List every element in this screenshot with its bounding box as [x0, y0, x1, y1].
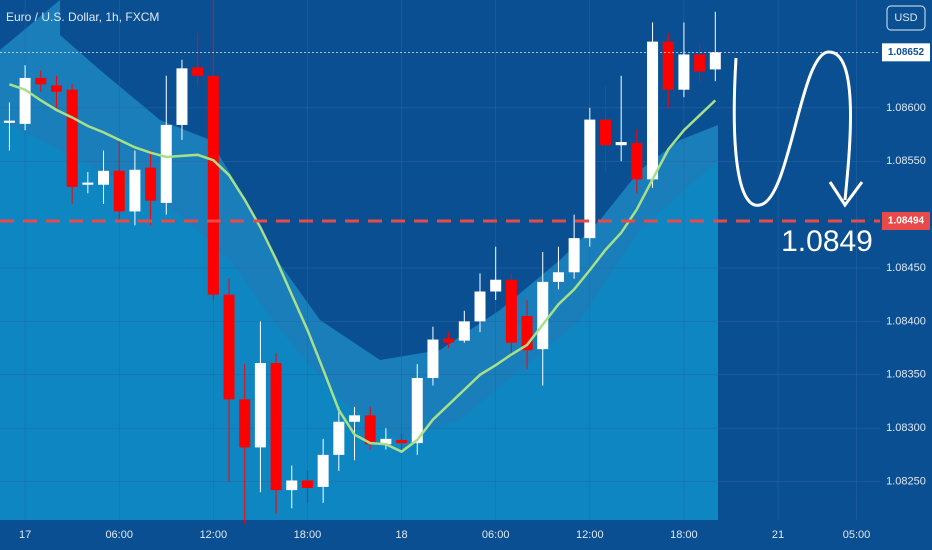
candle-body — [443, 338, 455, 343]
candle-body — [3, 120, 15, 123]
annotation: 1.0849 — [781, 225, 873, 258]
price-label: 1.08494 — [888, 216, 925, 227]
y-tick-label: 1.08550 — [886, 155, 926, 167]
candle-body — [286, 480, 298, 491]
price-axis — [880, 0, 932, 550]
candle-body — [239, 399, 251, 448]
x-tick-label: 18:00 — [294, 529, 322, 541]
candle-body — [552, 272, 564, 282]
candle-body — [631, 143, 643, 180]
candle-body — [396, 439, 408, 444]
candle-body — [662, 41, 674, 90]
x-tick-label: 06:00 — [482, 529, 510, 541]
candle-body — [129, 169, 141, 212]
candle-body — [599, 119, 611, 146]
y-tick-label: 1.08450 — [886, 262, 926, 274]
candle-body — [160, 124, 172, 203]
x-tick-label: 06:00 — [105, 529, 133, 541]
candle-body — [333, 421, 345, 455]
candle-body — [192, 67, 204, 76]
candle-body — [19, 77, 31, 124]
arrow-head — [828, 181, 864, 208]
x-tick-label: 12:00 — [200, 529, 228, 541]
chart-title: Euro / U.S. Dollar, 1h, FXCM — [6, 10, 159, 24]
candle-body — [709, 52, 721, 70]
candle-body — [223, 294, 235, 400]
currency-button[interactable] — [886, 5, 926, 31]
candle-body — [207, 75, 219, 295]
price-label-bg — [882, 43, 930, 62]
candle-body — [66, 89, 78, 187]
candle-body — [349, 415, 361, 422]
currency[interactable]: USD — [894, 12, 917, 24]
band-lower — [0, 120, 718, 520]
y-tick-label: 1.08300 — [886, 422, 926, 434]
y-tick-label: 1.08350 — [886, 369, 926, 381]
x-tick-label: 21 — [772, 529, 784, 541]
candle-body — [317, 454, 329, 487]
candle-body — [145, 167, 157, 201]
y-tick-label: 1.08600 — [886, 102, 926, 114]
candle-body — [270, 363, 282, 491]
forecast-arrow — [732, 50, 852, 207]
candle-body — [568, 238, 580, 273]
candle-body — [427, 339, 439, 378]
candle-body — [505, 279, 517, 343]
candle-body — [98, 170, 110, 185]
candle-body — [50, 85, 62, 92]
candle-body — [35, 77, 47, 85]
candle-body — [647, 41, 659, 180]
price-label-bg — [882, 212, 930, 231]
x-tick-label: 17 — [19, 529, 31, 541]
candle-body — [411, 377, 423, 444]
candle-body — [364, 415, 376, 445]
candle-body — [521, 316, 533, 351]
candle-body — [254, 363, 266, 448]
candle-body — [615, 142, 627, 146]
x-tick-label: 05:00 — [843, 529, 871, 541]
candle-body — [474, 291, 486, 322]
moving-average — [9, 83, 717, 454]
candle-body — [176, 68, 188, 125]
candle-body — [678, 54, 690, 90]
y-tick-label: 1.08250 — [886, 475, 926, 487]
candle-body — [82, 182, 94, 185]
candle-body — [490, 279, 502, 292]
candle-body — [113, 170, 125, 212]
x-tick-label: 18 — [395, 529, 407, 541]
x-tick-label: 12:00 — [576, 529, 604, 541]
candle-body — [380, 438, 392, 445]
candle-body — [301, 480, 313, 488]
candle-body — [584, 119, 596, 239]
y-tick-label: 1.08400 — [886, 315, 926, 327]
price-label: 1.08652 — [888, 47, 925, 58]
candle-body — [694, 54, 706, 72]
candle-body — [458, 321, 470, 341]
x-tick-label: 18:00 — [670, 529, 698, 541]
candle-body — [537, 281, 549, 350]
